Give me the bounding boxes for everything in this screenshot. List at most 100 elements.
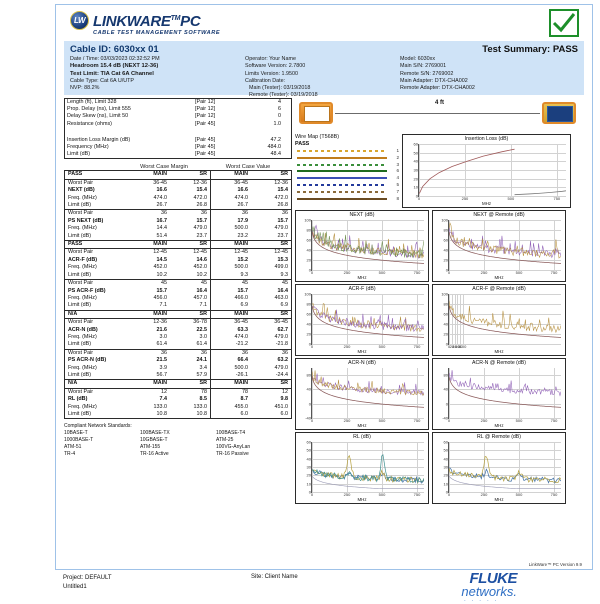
table-row: Freq. (MHz) 133.0 133.0 455.0 451.0 (65, 403, 292, 412)
chart-series-layer (449, 220, 561, 270)
value-sr: 45 (251, 279, 292, 288)
row-label: Worst Pair (64, 209, 130, 218)
margin-sr: 78 (201, 388, 207, 395)
measurement-label: Frequency (MHz) (67, 144, 109, 151)
main-tester-icon (299, 102, 333, 124)
wiremap-wire (297, 150, 387, 152)
x-tick-label: 60 (455, 344, 460, 349)
gridline-y (449, 220, 561, 221)
section-status: N/A (64, 379, 130, 389)
value-main: 36-45 (210, 179, 251, 188)
margin-sr: 457.0 (193, 294, 208, 301)
chart-xlabel: MHz (494, 275, 504, 280)
table-row: Worst Pair 36 36 36 36 (64, 348, 292, 358)
compliant-col-1: 10BASE-T 1000BASE-T ATM-51 TR-4 (64, 430, 140, 458)
gridline-y (312, 492, 424, 493)
value-sr: 26.8 (277, 202, 289, 209)
margin-sr: 472.0 (193, 194, 208, 201)
report-body: Length (ft), Limit 328 [Pair 12] 4 Prop. De… (56, 95, 592, 504)
gridline-y (419, 144, 566, 145)
gridline-y (419, 161, 566, 163)
x-tick-label: 750 (413, 344, 421, 349)
gridline-x (347, 220, 348, 270)
x-tick-label: 250 (343, 492, 351, 497)
x-tick-label: 250 (480, 492, 488, 497)
header-calibration-date: Calibration Date: (245, 77, 286, 84)
gridline-x (519, 220, 520, 270)
x-tick-label: 500 (515, 270, 523, 275)
margin-sr: 479.0 (193, 225, 208, 232)
margin-main: 133.0 (153, 403, 168, 410)
header-nvp: NVP: 88.2% (70, 85, 100, 92)
gridline-y (449, 467, 561, 468)
gridline-y (449, 240, 561, 241)
col-value-sr: SR (251, 170, 292, 180)
x-tick-label: 0 (447, 344, 451, 349)
header-cal-remote: Remote (Tester): 03/19/2018 (249, 92, 318, 99)
standard-item: 100BASE-TX (140, 430, 170, 437)
table-row: Limit (dB) 26.7 26.8 26.7 26.8 (65, 202, 292, 210)
chart-row-rl: RL (dB) 0 250 500 750 0 10 20 30 40 50 60 MHz RL @… (295, 432, 584, 504)
y-tick-label: 0 (308, 341, 311, 347)
value-sr: 472.0 (274, 194, 289, 201)
margin-sr: 36 (170, 348, 211, 358)
x-tick-label: 0 (447, 492, 451, 497)
x-tick-label: 750 (550, 492, 558, 497)
margin-sr: 16.4 (196, 287, 208, 294)
value-sr: 451.0 (274, 403, 289, 410)
y-tick-label: 40 (306, 386, 311, 392)
row-label: Worst Pair (64, 279, 130, 288)
gridline-y (312, 375, 424, 377)
x-tick-label: 750 (413, 270, 421, 275)
gridline-y (312, 220, 424, 221)
series-line (312, 469, 424, 483)
table-row: Worst Pair 12-45 12-45 12-45 12-45 (65, 248, 292, 257)
chart-xlabel: MHz (494, 349, 504, 354)
gridline-x (417, 294, 418, 344)
x-tick-label: 250 (343, 344, 351, 349)
linkware-logo-title: LINKWARETMPC (93, 11, 220, 29)
summary-measurements-table: Length (ft), Limit 328 [Pair 12] 4 Prop. De… (64, 98, 292, 160)
value-sr: 499.0 (274, 264, 289, 271)
margin-main: 16.7 (156, 217, 168, 224)
x-tick-label: 80 (457, 344, 463, 349)
linkware-logo: LW LINKWARETMPC CABLE TEST MANAGEMENT SO… (70, 11, 220, 37)
wiremap-status: PASS (295, 141, 310, 147)
x-tick-label: 0 (310, 270, 314, 275)
results-section-header: N/A MAIN SR MAIN SR (64, 309, 292, 320)
gridline-x (449, 294, 450, 344)
wiremap-wire (297, 197, 387, 200)
measurement-pair: [Pair 45] (195, 144, 216, 151)
value-main: 474.0 (210, 194, 251, 203)
x-tick-label: 500 (378, 270, 386, 275)
gridline-y (312, 334, 424, 335)
y-tick-label: 80 (306, 301, 311, 307)
gridline-y (449, 334, 561, 335)
table-row: Resistance (ohms) [Pair 45] 1.0 (65, 121, 292, 128)
row-label: Freq. (MHz) (68, 333, 97, 340)
gridline-y (312, 403, 424, 405)
header-limits-version: Limits Version: 1.9500 (245, 70, 299, 77)
x-tick-label: 500 (515, 492, 523, 497)
table-row: PS ACR-N (dB) 21.5 24.1 66.4 63.2 (65, 357, 292, 365)
x-tick-label: 500 (507, 196, 515, 201)
margin-sr: 15.7 (196, 217, 208, 224)
chart-title: Insertion Loss (dB) (464, 136, 509, 142)
wiremap-pin-number: 3 (396, 161, 399, 167)
gridline-y (419, 170, 566, 171)
value-main: 23.2 (210, 232, 251, 241)
header-cable-type: Cable Type: Cat 6A U/UTP (70, 77, 135, 84)
remote-tester-icon (542, 102, 576, 124)
measurement-pair: [Pair 12] (195, 113, 216, 120)
gridline-y (312, 240, 424, 241)
x-tick-label: 250 (343, 418, 351, 423)
value-sr: -21.8 (275, 341, 288, 348)
measurement-value: 48.4 (270, 151, 282, 158)
y-tick-label: 40 (443, 386, 448, 392)
row-label: PS ACR-F (dB) (68, 287, 106, 294)
y-tick-label: 80 (306, 227, 311, 233)
y-tick-label: 0 (308, 267, 311, 273)
gridline-x (347, 368, 348, 418)
